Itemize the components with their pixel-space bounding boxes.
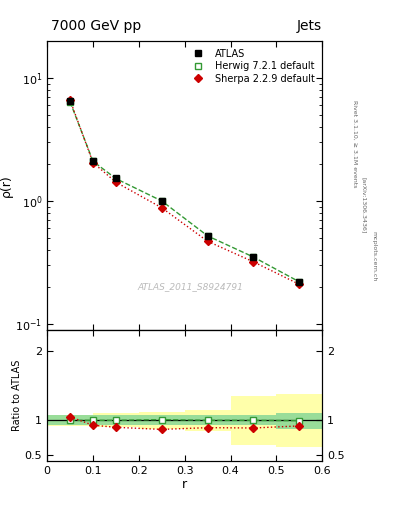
- Sherpa 2.2.9 default: [160, 205, 164, 211]
- Y-axis label: ρ(r): ρ(r): [0, 174, 13, 197]
- Herwig 7.2.1 default: [205, 233, 210, 239]
- Sherpa 2.2.9 default: [114, 179, 118, 185]
- ATLAS: [91, 158, 95, 164]
- ATLAS: [68, 98, 72, 104]
- Text: mcplots.cern.ch: mcplots.cern.ch: [371, 231, 376, 281]
- Text: Rivet 3.1.10, ≥ 3.1M events: Rivet 3.1.10, ≥ 3.1M events: [352, 100, 357, 187]
- Herwig 7.2.1 default: [114, 176, 118, 182]
- Sherpa 2.2.9 default: [297, 281, 302, 287]
- Herwig 7.2.1 default: [160, 198, 164, 204]
- Line: Sherpa 2.2.9 default: Sherpa 2.2.9 default: [67, 97, 302, 287]
- ATLAS: [114, 175, 118, 181]
- ATLAS: [297, 279, 302, 285]
- X-axis label: r: r: [182, 478, 187, 492]
- Herwig 7.2.1 default: [251, 254, 256, 260]
- Sherpa 2.2.9 default: [91, 160, 95, 166]
- Text: ATLAS_2011_S8924791: ATLAS_2011_S8924791: [137, 282, 243, 291]
- Sherpa 2.2.9 default: [251, 259, 256, 265]
- Herwig 7.2.1 default: [68, 99, 72, 105]
- Sherpa 2.2.9 default: [205, 238, 210, 244]
- Text: [arXiv:1306.3436]: [arXiv:1306.3436]: [362, 177, 367, 233]
- ATLAS: [205, 233, 210, 239]
- Herwig 7.2.1 default: [91, 158, 95, 164]
- ATLAS: [160, 198, 164, 204]
- Line: Herwig 7.2.1 default: Herwig 7.2.1 default: [67, 99, 303, 285]
- ATLAS: [251, 254, 256, 260]
- Sherpa 2.2.9 default: [68, 97, 72, 103]
- Legend: ATLAS, Herwig 7.2.1 default, Sherpa 2.2.9 default: ATLAS, Herwig 7.2.1 default, Sherpa 2.2.…: [182, 46, 318, 87]
- Y-axis label: Ratio to ATLAS: Ratio to ATLAS: [12, 359, 22, 431]
- Text: Jets: Jets: [297, 19, 322, 33]
- Line: ATLAS: ATLAS: [67, 98, 303, 285]
- Text: 7000 GeV pp: 7000 GeV pp: [51, 19, 141, 33]
- Herwig 7.2.1 default: [297, 279, 302, 285]
